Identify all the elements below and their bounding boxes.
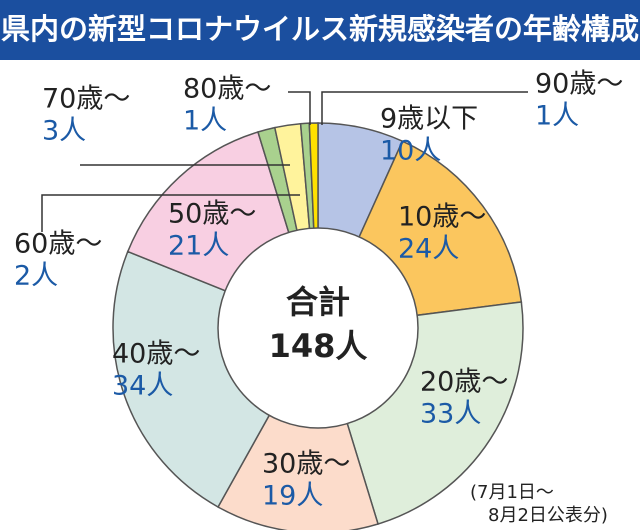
slice-label: 80歳〜 [183,74,271,105]
value-label: 34人 [112,371,173,402]
value-label: 19人 [262,481,323,512]
note: 8月2日公表分) [488,505,608,526]
note: (7月1日〜 [470,482,554,503]
value-label: 1人 [535,101,579,132]
slice-label: 20歳〜 [420,367,508,398]
value-label: 2人 [14,261,58,292]
value-label: 21人 [168,231,229,262]
value-label: 10人 [380,136,441,167]
slice [217,326,379,530]
slice-label: 90歳〜 [535,69,623,100]
leader-lines [41,91,528,232]
center-title: 合計 [286,283,350,321]
value-label: 1人 [183,106,227,137]
title-bar [0,0,640,60]
donut-hole [217,227,419,429]
value-label: 3人 [42,116,86,147]
slice-label: 40歳〜 [112,339,200,370]
slice-label: 70歳〜 [42,84,130,115]
slice-label: 30歳〜 [262,449,350,480]
slice-label: 10歳〜 [398,202,486,233]
value-label: 24人 [398,234,459,265]
slice-label: 9歳以下 [380,104,478,135]
center-text: 148人 [269,327,368,365]
chart-title: 県内の新型コロナウイルス新規感染者の年齢構成 [1,12,639,46]
slice-label: 50歳〜 [168,199,256,230]
value-label: 33人 [420,399,481,430]
slice-label: 60歳〜 [14,229,102,260]
